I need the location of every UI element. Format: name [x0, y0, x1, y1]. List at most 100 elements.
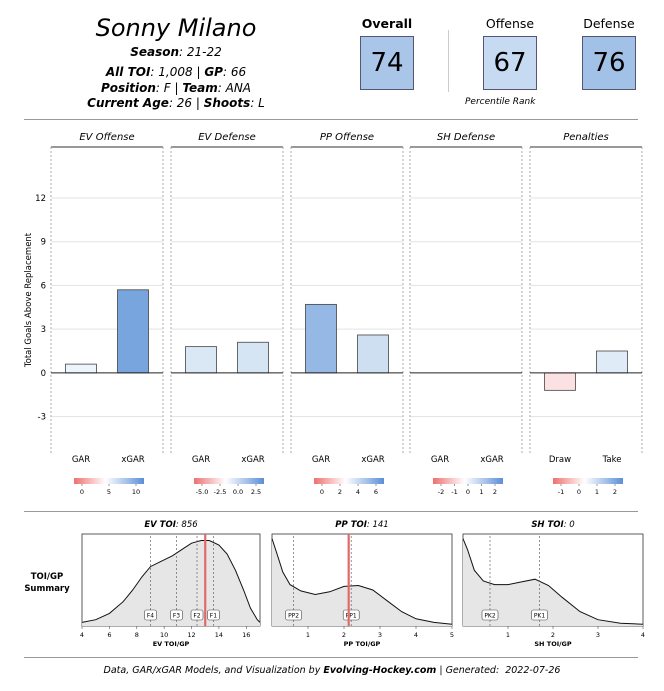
colorbar-tick-label: -5.0 — [196, 488, 209, 496]
density-area — [463, 538, 643, 626]
panel-title: EV Defense — [198, 132, 256, 143]
x-tick-label: 4 — [414, 631, 418, 639]
colorbar-tick-label: 0 — [466, 488, 470, 496]
x-tick-label: 3 — [378, 631, 382, 639]
y-tick-label: 3 — [41, 325, 46, 335]
footer-divider — [24, 657, 638, 658]
colorbar-tick-label: 0 — [320, 488, 324, 496]
x-category-label: GAR — [431, 455, 449, 465]
y-tick-label: 9 — [41, 238, 46, 248]
colorbar-tick-label: 1 — [595, 488, 599, 496]
x-category-label: Take — [602, 455, 622, 465]
x-tick-label: 1 — [306, 631, 310, 639]
colorbar-tick-label: 4 — [356, 488, 360, 496]
season-line: Season: 21-22 — [130, 45, 222, 59]
line-marker-box — [342, 609, 360, 621]
x-tick-label: 1 — [506, 631, 510, 639]
line-marker-box — [481, 609, 499, 621]
gar-panel: Penalties Draw Take -1 0 1 2 — [529, 132, 643, 496]
colorbar-tick-label: 0 — [80, 488, 84, 496]
offense-label: Offense — [485, 16, 535, 31]
gar-panel: EV Offense GAR xGAR 0 5 10 — [50, 132, 164, 496]
age-shoots-line: Current Age: 26 | Shoots: L — [87, 96, 265, 110]
offense-percentile-box: 67 — [483, 36, 537, 90]
toi-panel-title: PP TOI: 141 — [335, 520, 388, 530]
x-category-label: Draw — [549, 455, 571, 465]
density-area — [82, 540, 260, 626]
x-category-label: xGAR — [121, 455, 144, 465]
y-axis-label: Total Goals Above Replacement — [24, 232, 34, 368]
x-category-label: GAR — [72, 455, 90, 465]
x-category-label: xGAR — [480, 455, 503, 465]
x-category-label: xGAR — [361, 455, 384, 465]
gar-bar — [596, 350, 628, 374]
position-team-line: Position: F | Team: ANA — [100, 81, 252, 95]
colorbar — [433, 478, 503, 484]
colorbar — [194, 478, 264, 484]
gar-bar — [544, 372, 576, 391]
gar-panel: SH Defense GAR xGAR -2 -1 0 1 2 — [409, 132, 523, 496]
line-marker-box — [170, 609, 183, 621]
percentile-divider — [448, 30, 449, 92]
x-tick-label: 8 — [135, 631, 139, 639]
colorbar-tick-label: 6 — [374, 488, 378, 496]
player-name: Sonny Milano — [95, 14, 257, 42]
line-marker-label: PP2 — [288, 613, 299, 620]
gar-bar — [117, 289, 149, 374]
y-tick-label: -3 — [38, 413, 46, 423]
toi-summary-label-line1: TOI/GP — [31, 572, 64, 582]
line-marker-label: F2 — [193, 613, 200, 620]
colorbar-tick-label: 2.5 — [251, 488, 261, 496]
line-marker-box — [531, 609, 548, 621]
toi-panel: PP TOI: 141 PP2 PP1 1 2 3 4 5 PP TOI/GP — [271, 520, 454, 648]
defense-label: Defense — [583, 16, 635, 31]
toi-gp-line: All TOI: 1,008 | GP: 66 — [105, 65, 247, 79]
gar-bar — [305, 303, 337, 374]
x-axis-label: EV TOI/GP — [153, 640, 190, 648]
colorbar-tick-label: 2 — [613, 488, 617, 496]
x-tick-label: 4 — [641, 631, 645, 639]
overall-percentile-box: 74 — [360, 36, 414, 90]
x-tick-label: 2 — [342, 631, 346, 639]
line-marker-box — [207, 609, 220, 621]
y-tick-label: 12 — [35, 194, 46, 204]
panel-title: PP Offense — [320, 132, 374, 143]
colorbar-tick-label: 1 — [479, 488, 483, 496]
colorbar — [314, 478, 384, 484]
density-curve — [81, 540, 261, 623]
x-tick-label: 12 — [187, 631, 195, 639]
toi-panel-title: EV TOI: 856 — [144, 520, 198, 530]
x-tick-label: 5 — [450, 631, 454, 639]
gar-bar — [357, 334, 389, 374]
colorbar-tick-label: 2 — [493, 488, 497, 496]
panel-title: SH Defense — [437, 132, 495, 143]
line-marker-label: PK2 — [484, 613, 496, 620]
y-tick-label: 0 — [41, 369, 46, 379]
toi-panel: EV TOI: 856 F4 F3 F2 F1 4 6 8 10 12 14 16 EV TOI/GP — [80, 520, 261, 648]
gar-bar — [65, 363, 97, 374]
gar-bar-chart: Total Goals Above Replacement-3036912EV … — [24, 132, 643, 496]
gar-panel: PP Offense GAR xGAR 0 2 4 6 — [290, 132, 404, 496]
overall-label: Overall — [361, 16, 413, 31]
line-marker-label: F4 — [147, 613, 154, 620]
line-marker-box — [144, 609, 157, 621]
x-category-label: GAR — [312, 455, 330, 465]
colorbar-tick-label: 0.0 — [233, 488, 243, 496]
colorbar-tick-label: 2 — [338, 488, 342, 496]
density-curve — [462, 538, 644, 625]
gar-bar — [185, 346, 217, 374]
y-tick-label: 6 — [41, 281, 46, 291]
section-divider — [24, 511, 638, 512]
panel-title: EV Offense — [79, 132, 134, 143]
toi-panel: SH TOI: 0 PK2 PK1 1 2 3 4 SH TOI/GP — [462, 520, 645, 648]
density-curve — [271, 538, 453, 625]
gar-bar — [237, 341, 269, 374]
x-category-label: xGAR — [241, 455, 264, 465]
percentile-rank-note: Percentile Rank — [465, 97, 536, 107]
colorbar-tick-label: 10 — [132, 488, 140, 496]
density-area — [272, 538, 452, 626]
colorbar-tick-label: 0 — [577, 488, 581, 496]
line-marker-label: F1 — [210, 613, 217, 620]
x-axis-label: PP TOI/GP — [344, 640, 381, 648]
